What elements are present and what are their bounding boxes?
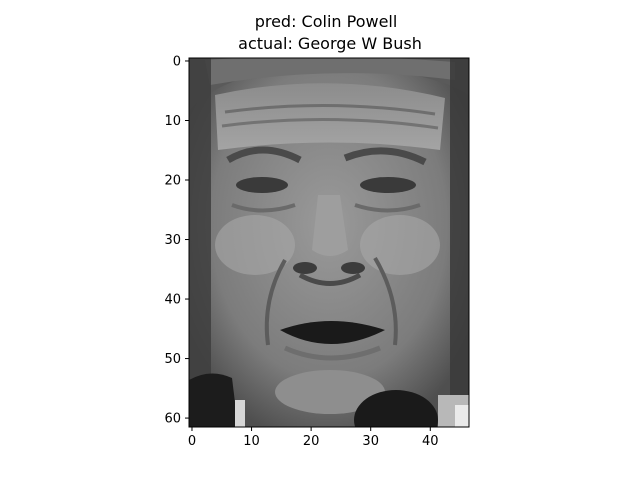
axes-frame [188, 57, 470, 428]
y-tick-label: 20 [164, 174, 181, 189]
y-tick-label: 40 [164, 293, 181, 308]
x-tick-label: 20 [303, 434, 320, 449]
chart-title-line-1: pred: Colin Powell [255, 12, 398, 31]
x-tick-label: 10 [243, 434, 260, 449]
y-tick-label: 10 [164, 114, 181, 129]
chart-title-line-2: actual: George W Bush [238, 34, 422, 53]
x-tick-label: 0 [188, 434, 196, 449]
y-tick-label: 0 [173, 54, 181, 69]
x-axis: 0 10 20 30 40 [188, 427, 439, 449]
y-axis: 0 10 20 30 40 50 60 [164, 54, 189, 427]
y-tick-label: 50 [164, 352, 181, 367]
x-tick-label: 40 [422, 434, 439, 449]
y-tick-label: 60 [164, 412, 181, 427]
face-image [189, 58, 469, 427]
y-tick-label: 30 [164, 233, 181, 248]
x-tick-label: 30 [362, 434, 379, 449]
